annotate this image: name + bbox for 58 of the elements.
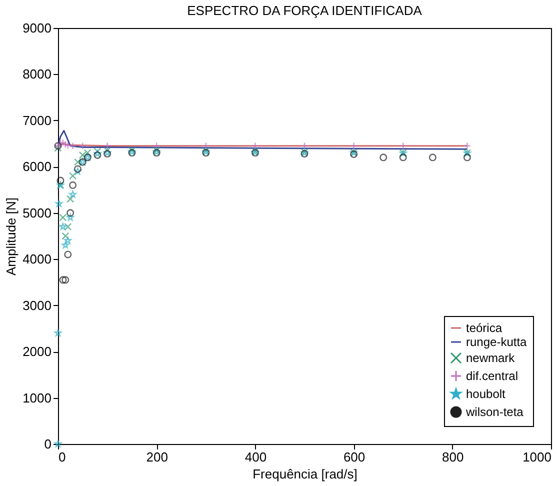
legend-label: runge-kutta bbox=[466, 335, 528, 349]
point bbox=[62, 232, 70, 240]
legend-label: houbolt bbox=[466, 387, 506, 401]
point bbox=[56, 176, 64, 184]
point bbox=[94, 148, 102, 156]
legend-label: wilson-teta bbox=[465, 405, 524, 419]
point bbox=[64, 250, 72, 258]
legend-label: dif.central bbox=[466, 369, 518, 383]
point bbox=[74, 165, 82, 173]
point bbox=[59, 276, 67, 284]
y-tick-label: 7000 bbox=[22, 112, 52, 128]
point bbox=[104, 142, 112, 150]
legend-label: teórica bbox=[466, 321, 502, 335]
y-axis-title: Amplitude [N] bbox=[4, 197, 19, 276]
point bbox=[94, 151, 102, 159]
point bbox=[399, 154, 407, 162]
chart-title: ESPECTRO DA FORÇA IDENTIFICADA bbox=[187, 3, 422, 18]
x-tick-label: 0 bbox=[58, 450, 66, 464]
point bbox=[55, 200, 63, 207]
point bbox=[428, 154, 436, 162]
y-tick-label: 4000 bbox=[22, 252, 52, 267]
y-tick-label: 2000 bbox=[22, 344, 52, 360]
point bbox=[62, 241, 69, 248]
point bbox=[152, 142, 160, 150]
y-tick-label: 8000 bbox=[22, 66, 52, 82]
point bbox=[78, 142, 86, 150]
point bbox=[399, 142, 407, 150]
y-tick-label: 6000 bbox=[22, 159, 52, 174]
point bbox=[54, 329, 62, 336]
x-tick-label: 200 bbox=[146, 450, 168, 464]
point bbox=[104, 146, 112, 154]
point bbox=[59, 222, 67, 230]
x-tick-label: 600 bbox=[343, 450, 366, 464]
y-tick-label: 0 bbox=[44, 436, 52, 452]
x-tick-label: 400 bbox=[244, 450, 267, 464]
point bbox=[69, 172, 77, 180]
y-tick-label: 1000 bbox=[22, 390, 52, 406]
point bbox=[54, 440, 62, 448]
x-tick-label: 1000 bbox=[522, 450, 552, 464]
point bbox=[251, 142, 259, 150]
legend-label: newmark bbox=[466, 351, 516, 365]
point bbox=[350, 142, 358, 150]
point bbox=[463, 142, 471, 150]
point bbox=[69, 142, 77, 150]
x-tick-label: 800 bbox=[442, 450, 464, 464]
y-tick-label: 3000 bbox=[22, 298, 52, 313]
point bbox=[300, 142, 308, 150]
point bbox=[380, 154, 388, 162]
point bbox=[66, 195, 74, 203]
x-axis-title: Frequência [rad/s] bbox=[252, 466, 358, 482]
point bbox=[62, 276, 70, 284]
point bbox=[202, 142, 210, 150]
point bbox=[64, 222, 72, 231]
y-tick-label: 9000 bbox=[22, 20, 52, 36]
y-tick-label: 5000 bbox=[22, 205, 52, 220]
point bbox=[69, 181, 77, 189]
point bbox=[66, 209, 74, 217]
point bbox=[59, 214, 67, 222]
